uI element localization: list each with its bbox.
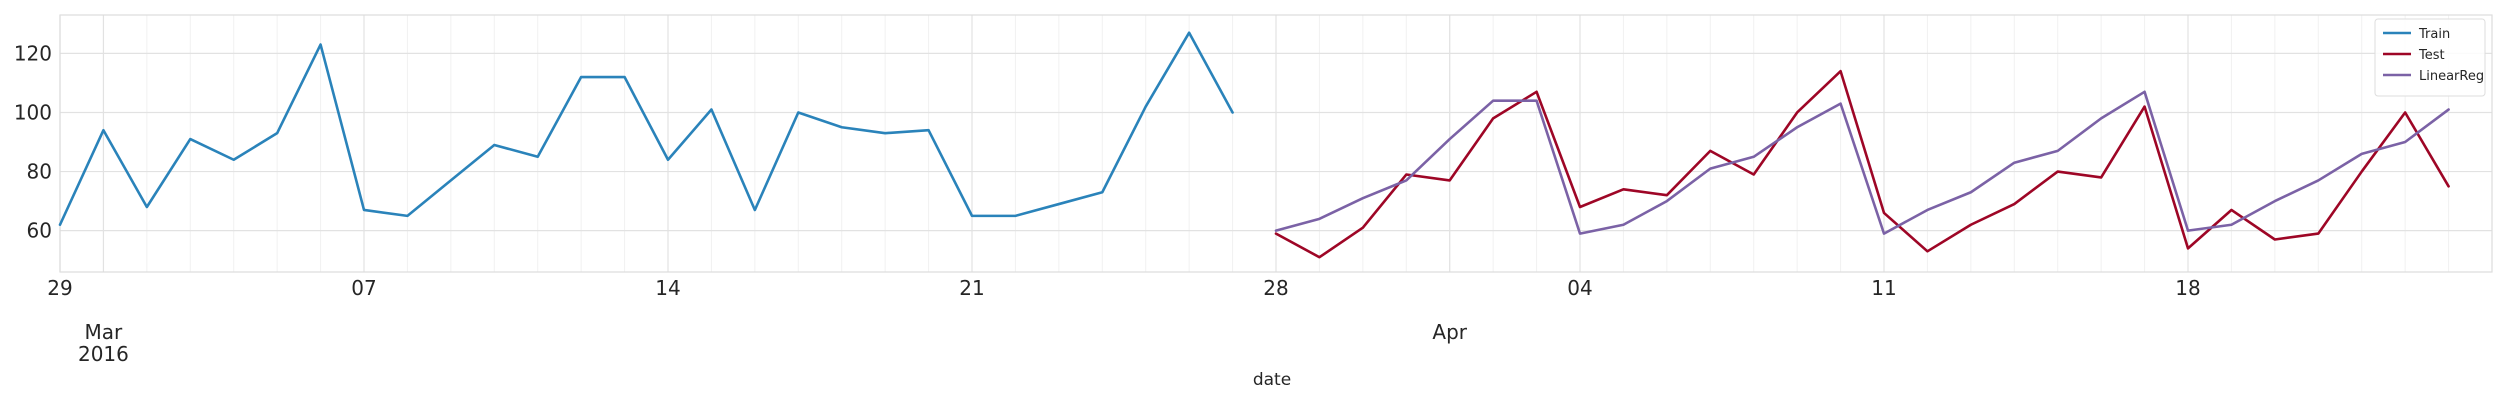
legend-label-linearreg: LinearReg bbox=[2419, 69, 2484, 84]
series-lines bbox=[58, 31, 2450, 259]
y-tick-label: 80 bbox=[27, 160, 52, 184]
x-major-tick-sublabel: 2016 bbox=[78, 342, 129, 366]
x-major-tick-label: Mar bbox=[85, 320, 124, 344]
grid bbox=[59, 15, 2493, 272]
y-tick-label: 60 bbox=[27, 219, 52, 243]
x-tick-label: 28 bbox=[1263, 276, 1288, 300]
x-tick-label: 11 bbox=[1871, 276, 1896, 300]
legend-box bbox=[2374, 18, 2486, 97]
x-tick-label: 29 bbox=[47, 276, 72, 300]
y-tick-label: 100 bbox=[14, 100, 52, 124]
plot-area-frame bbox=[59, 14, 2493, 273]
legend-label-train: Train bbox=[2418, 27, 2450, 42]
y-tick-label: 120 bbox=[14, 41, 52, 65]
x-axis-title: date bbox=[1253, 370, 1291, 390]
series-line-train bbox=[58, 31, 1234, 227]
x-tick-label: 04 bbox=[1567, 276, 1592, 300]
x-major-tick-label: Apr bbox=[1432, 320, 1467, 344]
series-line-test bbox=[1274, 69, 2450, 259]
x-tick-label: 21 bbox=[959, 276, 984, 300]
legend: Train Test LinearReg bbox=[2374, 18, 2486, 97]
legend-label-test: Test bbox=[2418, 48, 2445, 63]
x-tick-label: 07 bbox=[351, 276, 376, 300]
y-axis-ticks: 60 80 100 120 bbox=[14, 41, 52, 242]
series-line-linearreg bbox=[1274, 90, 2450, 235]
x-tick-label: 18 bbox=[2175, 276, 2200, 300]
x-tick-label: 14 bbox=[655, 276, 680, 300]
